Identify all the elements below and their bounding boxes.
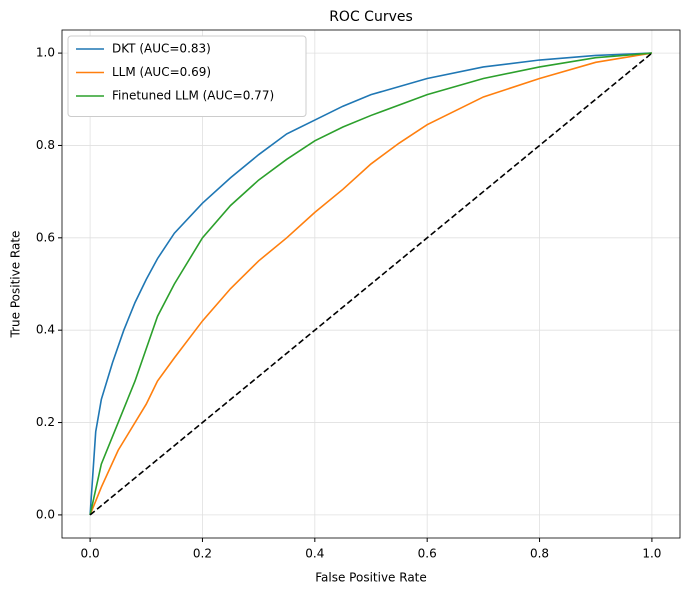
x-tick-label: 0.6 <box>418 547 437 561</box>
series-line <box>89 52 653 516</box>
y-tick-label: 0.6 <box>36 230 55 244</box>
y-axis-label: True Positive Rate <box>9 231 23 339</box>
y-tick-label: 1.0 <box>36 46 55 60</box>
x-tick-label: 0.0 <box>81 547 100 561</box>
chart-title: ROC Curves <box>329 9 413 25</box>
x-tick-label: 0.2 <box>193 547 212 561</box>
series-line <box>89 52 653 516</box>
x-tick-label: 0.8 <box>530 547 549 561</box>
x-tick-label: 0.4 <box>305 547 324 561</box>
plot-frame <box>61 29 681 539</box>
series-line <box>89 52 652 515</box>
x-axis-label: False Positive Rate <box>315 571 427 585</box>
y-tick-label: 0.0 <box>36 507 55 521</box>
y-tick-label: 0.2 <box>36 415 55 429</box>
y-tick-label: 0.4 <box>36 323 55 337</box>
legend-box <box>67 35 307 117</box>
legend-label: LLM (AUC=0.69) <box>112 65 211 79</box>
series-line <box>89 52 652 516</box>
legend-label: DKT (AUC=0.83) <box>112 42 211 56</box>
y-tick-label: 0.8 <box>36 138 55 152</box>
legend-label: Finetuned LLM (AUC=0.77) <box>112 89 274 103</box>
x-tick-label: 1.0 <box>642 547 661 561</box>
